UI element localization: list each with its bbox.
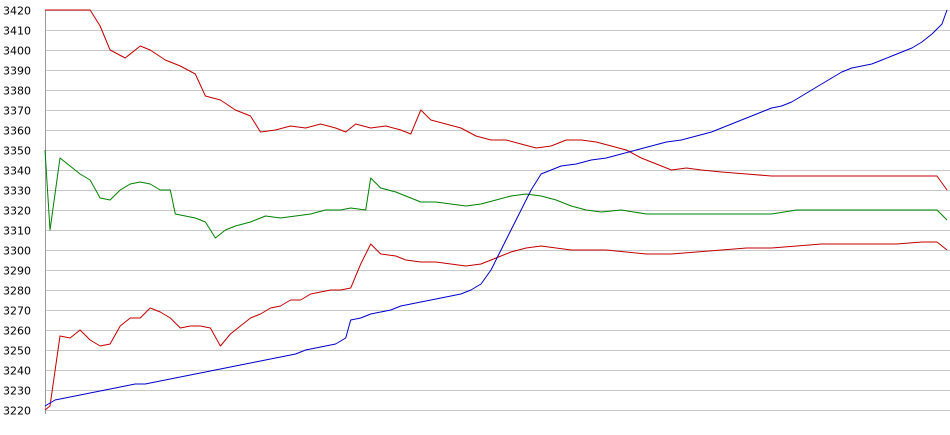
series-line-upper bbox=[45, 9, 948, 191]
y-tick-label: 3350 bbox=[3, 145, 31, 158]
series-line-lower bbox=[44, 241, 948, 411]
y-tick-label: 3410 bbox=[3, 25, 31, 38]
series-line-middle bbox=[44, 149, 948, 239]
y-tick-label: 3340 bbox=[3, 165, 31, 178]
y-tick-label: 3310 bbox=[3, 225, 31, 238]
y-tick-label: 3330 bbox=[3, 185, 31, 198]
y-tick-label: 3280 bbox=[3, 285, 31, 298]
y-tick-label: 3240 bbox=[3, 365, 31, 378]
y-tick-label: 3260 bbox=[3, 325, 31, 338]
series-group bbox=[44, 9, 948, 411]
y-tick-label: 3390 bbox=[3, 65, 31, 78]
grid bbox=[45, 10, 950, 414]
y-tick-label: 3220 bbox=[3, 405, 31, 418]
y-tick-label: 3290 bbox=[3, 265, 31, 278]
y-tick-label: 3300 bbox=[3, 245, 31, 258]
y-tick-label: 3250 bbox=[3, 345, 31, 358]
y-tick-label: 3320 bbox=[3, 205, 31, 218]
series-line-price bbox=[44, 9, 948, 407]
y-tick-label: 3270 bbox=[3, 305, 31, 318]
y-tick-label: 3380 bbox=[3, 85, 31, 98]
y-tick-label: 3420 bbox=[3, 5, 31, 18]
y-tick-label: 3370 bbox=[3, 105, 31, 118]
y-tick-label: 3230 bbox=[3, 385, 31, 398]
y-axis: 3420 3410 3400 3390 3380 3370 3360 3350 3340 3330… bbox=[3, 5, 31, 418]
y-tick-label: 3400 bbox=[3, 45, 31, 58]
y-tick-label: 3360 bbox=[3, 125, 31, 138]
